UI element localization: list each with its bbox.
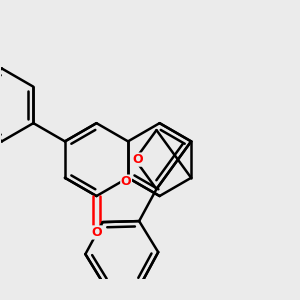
Text: O: O (121, 175, 131, 188)
Text: O: O (91, 226, 102, 239)
Text: O: O (133, 153, 143, 166)
